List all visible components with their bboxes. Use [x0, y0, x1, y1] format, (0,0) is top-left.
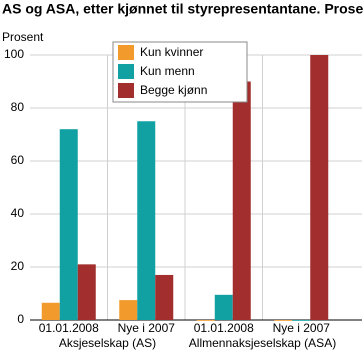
bar	[59, 129, 78, 320]
y-tick-label: 80	[11, 100, 25, 114]
legend-swatch	[118, 64, 134, 79]
legend-swatch	[118, 83, 134, 98]
y-tick-label: 60	[11, 153, 25, 167]
legend-label: Kun menn	[140, 64, 195, 78]
legend-box	[112, 41, 248, 103]
x-tick-label: 01.01.2008	[194, 321, 254, 335]
y-tick-label: 20	[11, 259, 25, 273]
y-tick-label: 0	[17, 312, 24, 326]
legend-label: Begge kjønn	[140, 83, 207, 97]
bar	[214, 294, 233, 320]
y-tick-label: 40	[11, 206, 25, 220]
chart-title: AS og ASA, etter kjønnet til styrepresen…	[2, 1, 364, 17]
y-axis-label: Prosent	[2, 30, 44, 44]
legend-swatch	[118, 45, 134, 60]
bar	[274, 320, 293, 321]
x-tick-label: Nye i 2007	[273, 321, 331, 335]
y-tick-label: 100	[4, 47, 24, 61]
bar	[77, 264, 96, 320]
bar	[292, 320, 311, 321]
bar	[41, 302, 60, 320]
bar	[310, 55, 329, 320]
bar	[232, 81, 251, 320]
bar	[119, 300, 138, 320]
x-tick-label: 01.01.2008	[39, 321, 99, 335]
bar	[137, 121, 156, 320]
bar	[196, 320, 215, 321]
group-label: Allmennaksjeselskap (ASA)	[189, 336, 336, 350]
group-label: Aksjeselskap (AS)	[59, 336, 156, 350]
x-tick-label: Nye i 2007	[118, 321, 176, 335]
bar	[155, 274, 174, 320]
legend-label: Kun kvinner	[140, 45, 203, 59]
